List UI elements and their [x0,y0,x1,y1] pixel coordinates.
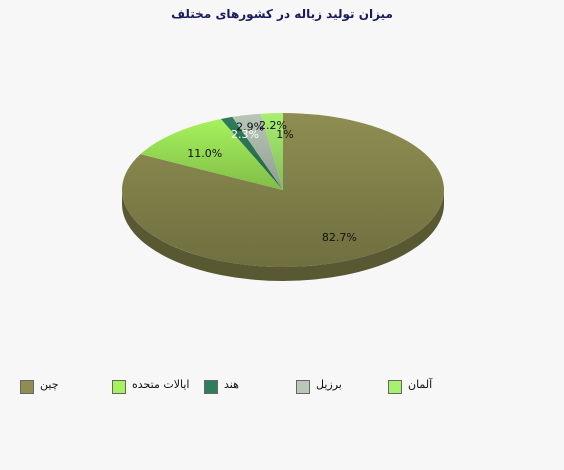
legend-swatch-1 [112,380,126,394]
extra-label-1: 1% [276,128,293,141]
chart-title: میزان تولید زباله در کشورهای مختلف [171,7,393,21]
slice-label-0: 82.7% [322,231,357,244]
slice-label-4: 2.2% [259,119,287,132]
legend-item-2: هند [204,378,294,396]
legend-label-0: چین [40,378,59,391]
legend: چین ایالات متحده هند برزیل آلمان [0,378,564,398]
legend-item-4: آلمان [388,378,478,396]
pie-slice-0 [121,113,444,267]
legend-swatch-0 [20,380,34,394]
pie-slice-2 [220,116,283,190]
slice-label-3: 2.9% [236,121,264,134]
slice-label-1: 11.0% [187,147,222,160]
legend-label-2: هند [224,378,239,391]
legend-item-3: برزیل [296,378,386,396]
legend-swatch-3 [296,380,310,394]
legend-swatch-2 [204,380,218,394]
legend-label-3: برزیل [316,378,342,391]
pie-slice-3 [232,113,283,190]
extra-label-0: 2.3% [231,128,259,141]
legend-label-1: ایالات متحده [132,378,190,391]
legend-label-4: آلمان [408,378,433,391]
pie-slice-1 [140,118,283,190]
legend-swatch-4 [388,380,402,394]
legend-item-1: ایالات متحده [112,378,202,396]
pie-slice-side-0 [122,190,444,281]
pie-slice-4 [260,113,283,190]
legend-item-0: چین [20,378,110,396]
